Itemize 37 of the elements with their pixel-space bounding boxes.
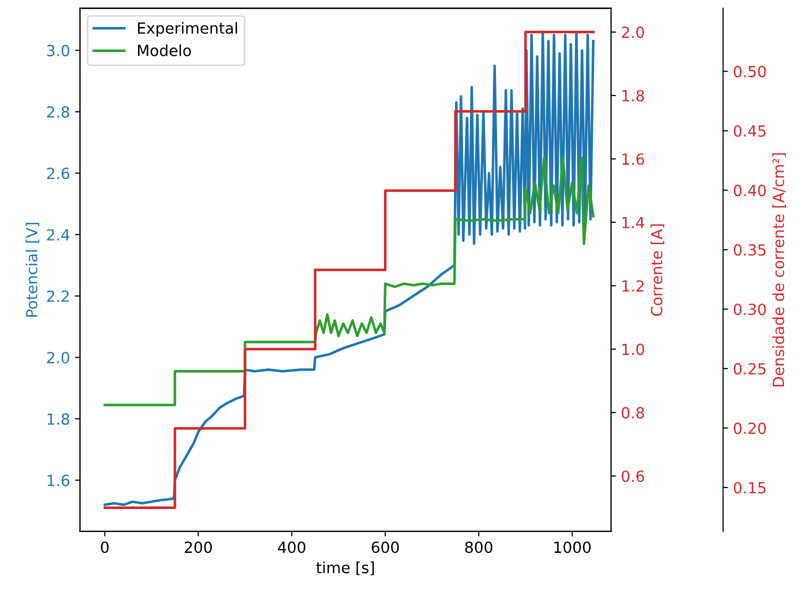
line-series: [104, 156, 595, 406]
y-tick-label: 1.8: [48, 413, 70, 425]
y3-tick-label: 0.35: [734, 244, 766, 256]
y2-tick-label: 0.6: [622, 470, 644, 482]
y3-tick-label: 0.30: [734, 304, 766, 316]
x-axis-title: time [s]: [316, 562, 374, 576]
y2-tick-label: 1.2: [622, 280, 644, 292]
y-tick-label: 3.0: [47, 44, 70, 56]
x-tick-label: 1000: [554, 541, 591, 554]
y3-tick-label: 0.20: [734, 422, 766, 434]
y2-tick-label: 2.0: [622, 26, 644, 38]
y2-tick-label: 1.8: [622, 90, 644, 102]
y-tick-label: 2.8: [47, 106, 70, 118]
x-tick-label: 400: [278, 541, 306, 554]
y2-tick-label: 1.0: [622, 344, 644, 356]
y-tick-label: 2.4: [47, 229, 70, 240]
x-tick-label: 200: [184, 541, 212, 554]
x-tick-label: 800: [465, 541, 492, 554]
y2-tick-label: 1.6: [622, 153, 644, 165]
y-tick-label: 2.0: [47, 352, 70, 364]
y3-tick-label: 0.15: [734, 482, 766, 494]
y3-tick-label: 0.40: [734, 184, 766, 196]
y3-tick-label: 0.50: [734, 66, 766, 78]
y-tick-label: 2.6: [47, 168, 70, 180]
legend-label: Experimental: [138, 22, 237, 37]
legend-label: Modelo: [138, 44, 191, 56]
y2-axis-title: Corrente [A]: [650, 224, 664, 316]
x-tick-label: 0: [100, 541, 109, 554]
x-tick-label: 600: [372, 541, 399, 554]
y2-tick-label: 1.4: [622, 216, 644, 228]
y-tick-label: 1.6: [48, 474, 70, 486]
y-tick-label: 2.2: [47, 290, 69, 302]
y-axis-title: Potencial [V]: [26, 222, 40, 317]
y3-tick-label: 0.45: [734, 125, 766, 137]
y2-tick-label: 0.8: [622, 407, 644, 419]
y3-tick-label: 0.25: [734, 363, 766, 375]
y3-axis-title: Densidade de corrente [A/cm²]: [772, 153, 786, 386]
